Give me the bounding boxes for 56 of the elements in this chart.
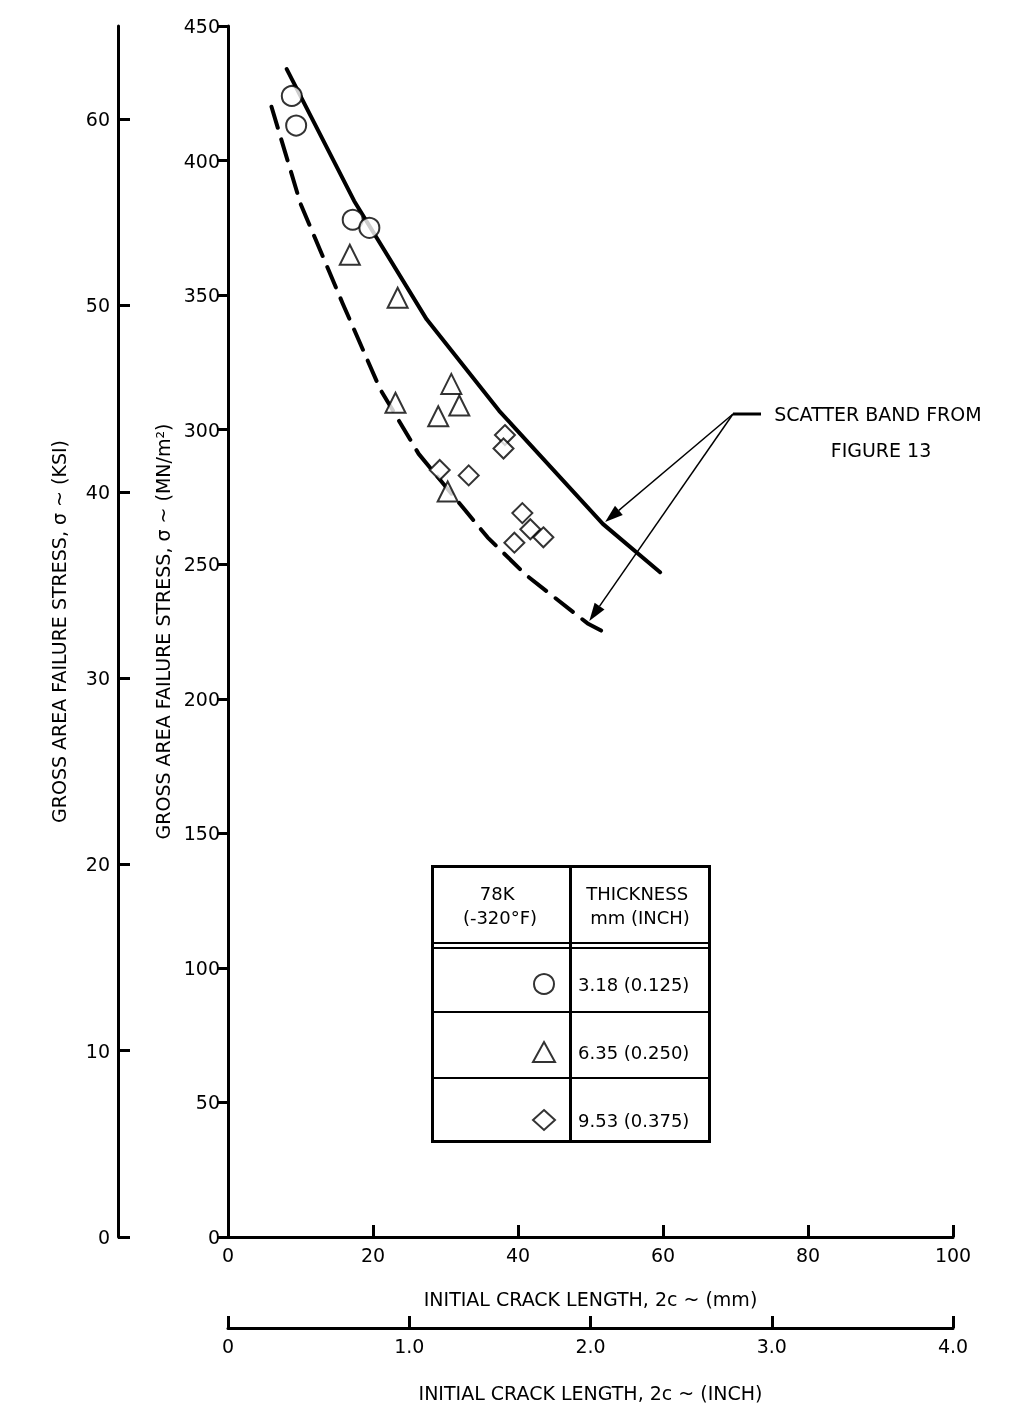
x2-tick-label: 3.0 [756,1334,787,1357]
x-tick-label: 100 [934,1243,972,1266]
y2-tick-label: 60 [85,108,110,131]
legend-label: 3.18 (0.125) [578,973,690,995]
y-tick-label: 150 [183,822,220,845]
point [440,372,463,395]
x2-tick-label: 1.0 [394,1334,425,1357]
x2-tick-label: 4.0 [937,1334,969,1357]
point [511,502,534,525]
point [285,114,308,137]
y-tick-label: 50 [195,1091,220,1114]
x-axis-title: INITIAL CRACK LENGTH, 2c ~ (mm) [423,1287,758,1310]
x2-tick-label: 0 [221,1334,235,1357]
x2-axis-title: INITIAL CRACK LENGTH, 2c ~ (INCH) [418,1381,763,1404]
point [436,480,459,503]
line-series [269,104,605,634]
y2-tick-label: 20 [85,853,110,876]
point [519,518,542,541]
point [503,531,526,554]
annotation: 78K (-320°F) [462,882,538,928]
point [532,526,555,549]
y2-tick-label: 10 [85,1039,110,1062]
y2-tick-label: 50 [85,294,110,317]
x-tick-label: 80 [795,1243,821,1266]
x-tick-label: 40 [505,1243,531,1266]
legend-label: 6.35 (0.250) [578,1041,690,1063]
point [492,437,515,460]
point [338,243,361,266]
point [280,84,303,107]
y2-tick-label: 30 [85,667,110,690]
y-tick-label: 350 [183,284,220,307]
point [428,459,451,482]
y-tick-label: 250 [183,553,220,576]
x-tick-label: 60 [650,1243,676,1266]
point [448,394,471,417]
point [427,405,450,428]
y-tick-label: 100 [183,956,220,979]
point [384,391,407,414]
x2-tick-label: 2.0 [575,1334,606,1357]
y2-tick-label: 40 [85,480,110,503]
y2-axis-title: GROSS AREA FAILURE STRESS, σ ~ (KSI) [47,440,70,823]
point [358,216,381,239]
y-tick-label: 200 [183,687,220,710]
y-tick-label: 400 [183,149,220,172]
point [386,286,409,309]
y2-tick-label: 0 [97,1226,110,1248]
point [457,464,480,487]
x-tick-label: 20 [360,1243,386,1266]
annotation: SCATTER BAND FROM FIGURE 13 [774,403,988,461]
y-tick-label: 300 [183,418,220,441]
legend-label: 9.53 (0.375) [578,1109,690,1131]
x-tick-label: 0 [221,1243,235,1266]
y-tick-label: 450 [183,15,220,37]
legend-title: THICKNESS mm (INCH) [585,882,694,928]
point [341,208,364,231]
y-axis-title: GROSS AREA FAILURE STRESS, σ ~ (MN/m²) [152,423,175,840]
